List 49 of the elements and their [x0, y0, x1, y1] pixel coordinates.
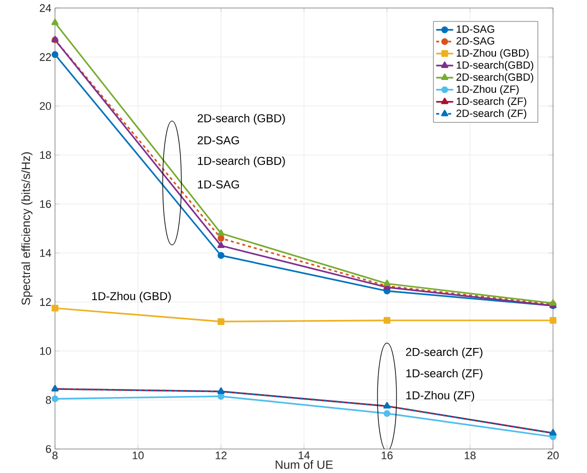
legend-label: 2D-search (ZF): [456, 109, 526, 120]
x-tick-label: 14: [298, 452, 310, 460]
legend-label: 1D-Zhou (ZF): [456, 85, 519, 95]
x-tick-label: 18: [464, 452, 476, 460]
y-tick-label: 16: [40, 200, 51, 208]
point: [52, 304, 58, 312]
y-tick-label: 20: [40, 102, 52, 110]
legend-label: 1D-search(GBD): [456, 61, 534, 71]
point: [218, 318, 224, 325]
annotation: 1D-search (GBD): [198, 156, 285, 168]
point: [52, 395, 58, 402]
point: [218, 234, 224, 242]
legend-label: 1D-search (ZF): [456, 97, 526, 107]
x-tick-label: 12: [216, 452, 227, 460]
annotation: 2D-SAG: [198, 136, 239, 144]
point: [384, 410, 390, 417]
point: [218, 252, 224, 259]
legend-label: 1D-Zhou (GBD): [456, 48, 529, 59]
y-tick-label: 14: [40, 249, 52, 257]
point: [218, 392, 224, 400]
x-axis-title: Num of UE: [276, 460, 333, 469]
annotation: 1D-search (ZF): [406, 368, 482, 380]
annotation: 1D-Zhou (ZF): [406, 390, 474, 402]
legend-label: 1D-SAG: [456, 25, 494, 33]
point: [217, 242, 225, 248]
x-tick-label: 10: [132, 452, 144, 460]
y-tick-label: 10: [40, 347, 52, 355]
annotation: 2D-search (ZF): [406, 348, 482, 358]
x-tick-label: 16: [382, 452, 393, 460]
point: [52, 51, 58, 58]
annotation: 1D-Zhou (GBD): [92, 292, 171, 302]
y-tick-label: 12: [40, 298, 51, 306]
y-tick-label: 8: [46, 396, 51, 404]
legend-label: 2D-SAG: [456, 37, 494, 45]
annotation: 1D-SAG: [198, 180, 239, 188]
point: [384, 316, 390, 324]
point: [51, 18, 59, 26]
y-tick-label: 6: [46, 445, 51, 453]
legend-label: 2D-search(GBD): [456, 73, 534, 83]
x-tick-label: 20: [547, 452, 559, 460]
y-tick-label: 18: [40, 151, 51, 159]
y-tick-label: 24: [40, 4, 52, 12]
point: [383, 280, 391, 286]
y-tick-label: 22: [40, 53, 51, 61]
x-tick-label: 8: [52, 452, 58, 460]
point: [217, 229, 225, 236]
point: [550, 316, 556, 324]
annotation: 2D-search (GBD): [198, 114, 285, 125]
y-axis-title: Spectral efficiency (bits/s/Hz): [21, 152, 32, 305]
